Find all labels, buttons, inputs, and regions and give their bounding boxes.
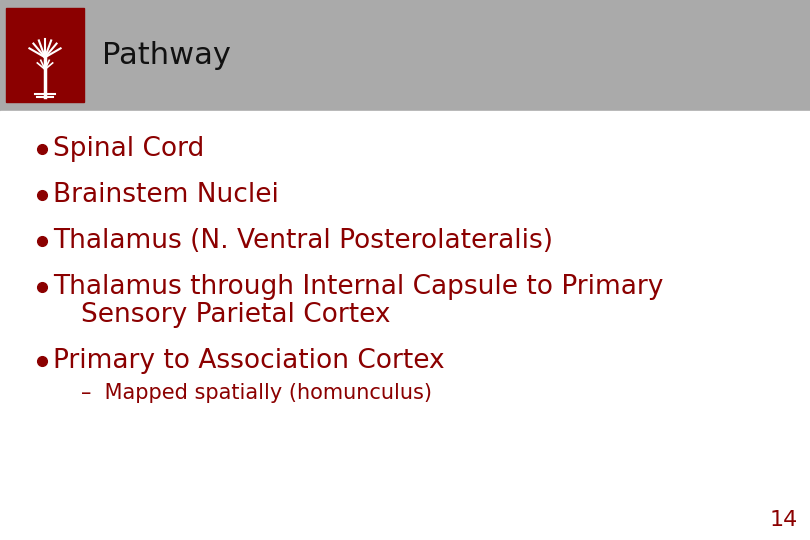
- Text: Thalamus through Internal Capsule to Primary: Thalamus through Internal Capsule to Pri…: [53, 274, 663, 300]
- Bar: [0, 111, 810, 540]
- Text: Pathway: Pathway: [102, 41, 231, 70]
- Text: Sensory Parietal Cortex: Sensory Parietal Cortex: [81, 302, 390, 328]
- Text: –  Mapped spatially (homunculus): – Mapped spatially (homunculus): [81, 383, 432, 403]
- Text: Brainstem Nuclei: Brainstem Nuclei: [53, 181, 279, 208]
- Text: 14: 14: [770, 510, 798, 530]
- Text: Primary to Association Cortex: Primary to Association Cortex: [53, 348, 445, 374]
- Text: Spinal Cord: Spinal Cord: [53, 136, 204, 161]
- Bar: [6, 8, 84, 103]
- Bar: [0, 0, 810, 111]
- Text: Thalamus (N. Ventral Posterolateralis): Thalamus (N. Ventral Posterolateralis): [53, 228, 553, 254]
